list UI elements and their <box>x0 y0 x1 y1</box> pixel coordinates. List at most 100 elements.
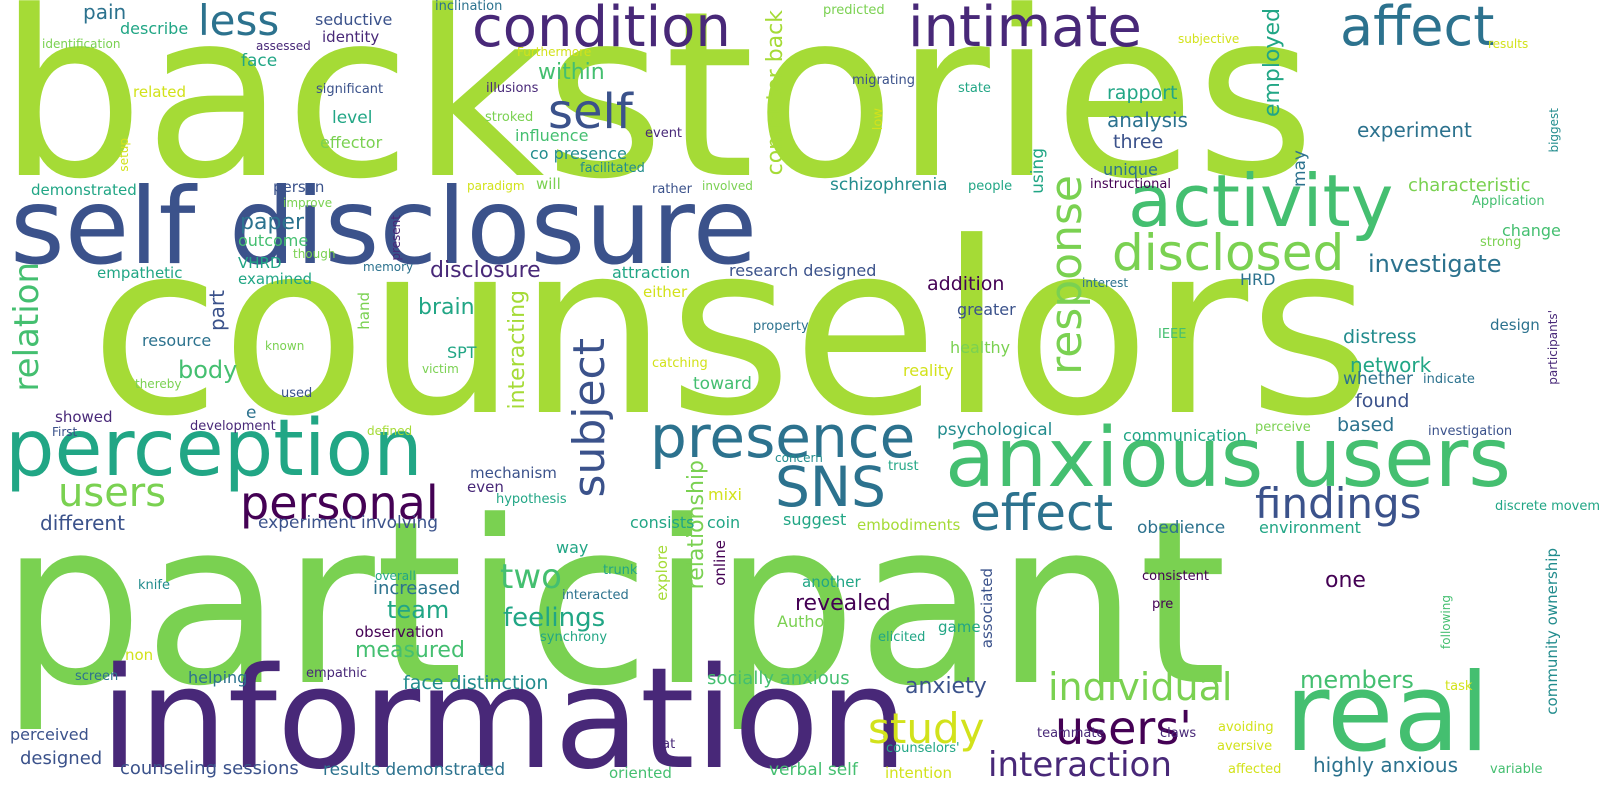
word-counselors-apos: counselors' <box>886 741 960 756</box>
word-claws: claws <box>1160 726 1197 741</box>
word-intimate: intimate <box>908 0 1142 60</box>
word-effect: effect <box>970 484 1114 542</box>
word-investigation: investigation <box>1428 424 1513 439</box>
word-defined: defined <box>367 424 413 438</box>
word-analysis: analysis <box>1107 108 1188 132</box>
word-body: body <box>178 356 238 384</box>
word-cat: cat <box>655 737 676 752</box>
word-catching: catching <box>652 356 708 371</box>
word-way: way <box>556 538 589 557</box>
word-HRD: HRD <box>1240 270 1276 289</box>
word-presence: presence <box>650 403 916 471</box>
word-community-ownership: community ownership <box>1543 548 1561 715</box>
word-knife: knife <box>138 578 170 593</box>
word-different: different <box>40 511 125 535</box>
word-feelings: feelings <box>503 603 606 633</box>
word-even: even <box>467 478 504 496</box>
word-perception: perception <box>5 404 423 494</box>
word-members: members <box>1300 666 1414 694</box>
word-subject: subject <box>564 338 615 498</box>
word-co-presence: co presence <box>530 144 627 163</box>
word-setup: setup <box>117 138 131 172</box>
word-interacted: interacted <box>562 588 629 603</box>
word-environment: environment <box>1259 518 1361 537</box>
word-experiment: experiment <box>1357 118 1472 142</box>
word-indicate: indicate <box>1423 372 1475 387</box>
word-socially-anxious: socially anxious <box>707 668 850 689</box>
word-brain: brain <box>418 295 475 320</box>
word-toward: toward <box>693 374 752 394</box>
word-synchrony: synchrony <box>540 630 608 645</box>
word-verbal-self: verbal self <box>769 760 858 780</box>
word-significant: significant <box>316 82 384 97</box>
word-identity: identity <box>322 28 380 46</box>
word-one: one <box>1325 568 1366 593</box>
word-level: level <box>332 108 373 128</box>
word-consists: consists <box>630 513 695 532</box>
word-counselors: counselors <box>90 192 1373 469</box>
word-known: known <box>265 339 305 353</box>
word-counseling-sessions: counseling sessions <box>120 758 299 779</box>
word-may: may <box>1290 150 1310 188</box>
word-embodiments: embodiments <box>857 516 961 534</box>
word-network: network <box>1350 353 1432 377</box>
word-seductive: seductive <box>315 10 393 29</box>
word-discrete-movements: discrete movements <box>1495 499 1600 514</box>
word-empathic: empathic <box>306 666 367 681</box>
word-examined: examined <box>238 270 313 288</box>
word-biggest: biggest <box>1547 108 1561 153</box>
word-affected: affected <box>1228 762 1282 777</box>
word-psychological: psychological <box>937 420 1053 440</box>
word-consistent: consistent <box>1142 569 1209 584</box>
word-VHRD: VHRD <box>238 254 282 272</box>
word-predicted: predicted <box>823 3 885 18</box>
word-perceived: perceived <box>10 725 89 744</box>
word-revealed: revealed <box>795 591 891 616</box>
word-person: person <box>273 178 325 196</box>
word-oriented: oriented <box>609 764 672 782</box>
word-hypothesis: hypothesis <box>496 492 567 507</box>
word-based: based <box>1337 414 1395 436</box>
word-whether: whether <box>1343 369 1414 389</box>
word-event: event <box>645 126 683 141</box>
word-investigate: investigate <box>1368 250 1502 278</box>
word-SPT: SPT <box>447 343 477 362</box>
word-illusions: illusions <box>486 81 539 96</box>
word-backstories: backstories <box>0 0 1316 230</box>
word-individual: individual <box>1048 665 1233 709</box>
word-schizophrenia: schizophrenia <box>830 175 948 195</box>
word-concern: concern <box>775 451 823 465</box>
word-design: design <box>1490 316 1540 334</box>
word-less: less <box>198 0 280 45</box>
word-addition: addition <box>927 273 1005 295</box>
word-low: low <box>871 108 886 131</box>
word-activity: activity <box>1128 159 1394 243</box>
word-pre: pre <box>1152 597 1174 612</box>
word-application: Application <box>1472 194 1545 209</box>
word-state: state <box>958 81 991 96</box>
word-thereby: thereby <box>135 377 182 391</box>
word-demonstrated: demonstrated <box>31 181 137 199</box>
word-highly-anxious: highly anxious <box>1313 753 1459 777</box>
word-though: though <box>293 247 336 261</box>
word-coin: coin <box>707 513 741 532</box>
word-showed: showed <box>55 408 113 426</box>
word-variable: variable <box>1490 762 1543 777</box>
word-interacting: interacting <box>505 290 530 410</box>
word-reality: reality <box>903 361 954 380</box>
word-resource: resource <box>142 331 212 350</box>
word-involved: involved <box>702 179 753 193</box>
word-face-distinction: face distinction <box>403 672 549 694</box>
word-communication: communication <box>1123 426 1247 445</box>
word-will: will <box>536 175 561 193</box>
word-furthermore: Furthermore <box>517 45 592 59</box>
word-subjective: subjective <box>1178 32 1240 46</box>
word-intention: intention <box>885 764 953 782</box>
word-describe: describe <box>120 19 189 38</box>
word-task: task <box>1445 679 1473 694</box>
word-results-demonstrated: results demonstrated <box>323 760 506 780</box>
word-identification: identification <box>42 37 121 51</box>
word-rather: rather <box>652 182 692 197</box>
word-empathetic: empathetic <box>97 264 183 282</box>
